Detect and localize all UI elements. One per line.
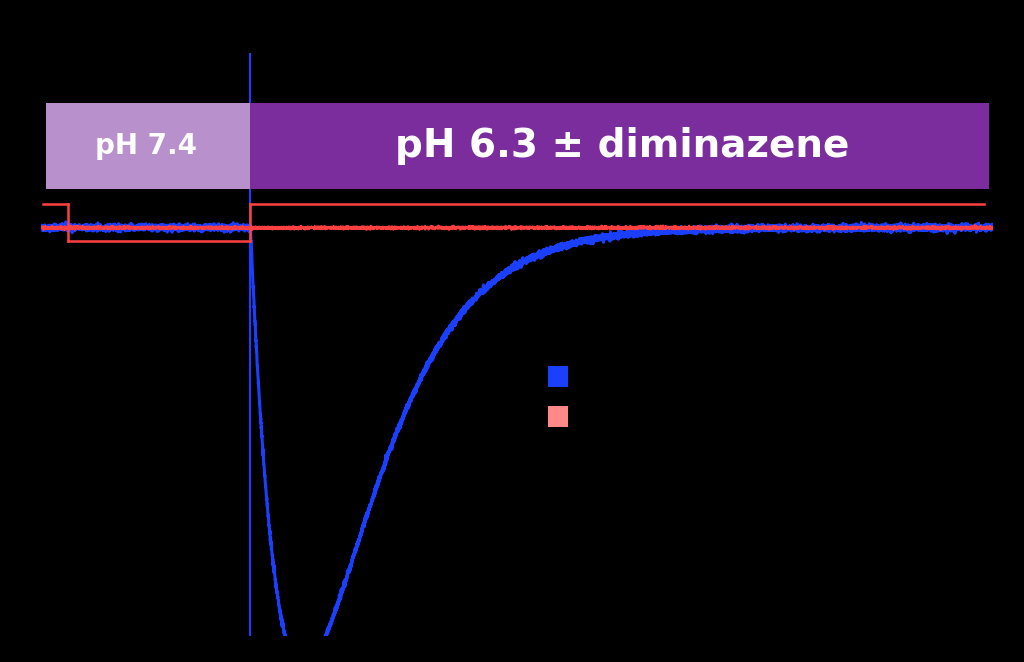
Text: pH 7.4: pH 7.4 <box>94 132 197 160</box>
Bar <box>46 103 251 189</box>
Text: pH 6.3 ± diminazene: pH 6.3 ± diminazene <box>394 127 849 166</box>
Bar <box>251 103 988 189</box>
